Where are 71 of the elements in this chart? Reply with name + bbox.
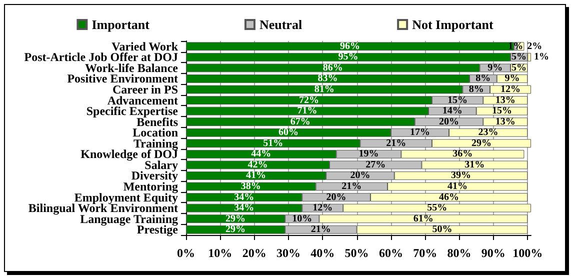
data-label: 23%: [478, 127, 498, 138]
data-label: 60%: [278, 127, 298, 138]
data-label: 10%: [292, 213, 312, 224]
x-tick-label: 20%: [242, 246, 266, 260]
data-label: 96%: [340, 40, 360, 52]
data-label: 14%: [442, 106, 462, 117]
data-label: 5%: [512, 62, 527, 74]
data-label: 50%: [432, 224, 452, 236]
data-label: 9%: [488, 62, 503, 74]
data-label: 21%: [310, 224, 331, 236]
x-tick-label: 100%: [512, 246, 543, 260]
data-label: 42%: [248, 159, 268, 170]
data-label: 1%: [534, 52, 549, 63]
data-label: 72%: [298, 94, 319, 106]
x-tick-label: 80%: [447, 246, 472, 260]
data-label: 8%: [468, 84, 484, 95]
data-label: 12%: [500, 84, 521, 95]
data-label: 13%: [495, 116, 516, 128]
x-tick-label: 0%: [177, 246, 195, 260]
data-label: 61%: [413, 213, 434, 224]
data-label: 34%: [234, 202, 254, 214]
data-label: 36%: [452, 148, 473, 160]
y-tick-label: Location: [132, 126, 178, 140]
data-label: 81%: [314, 84, 334, 95]
data-label: 27%: [366, 159, 386, 170]
legend-label: Important: [92, 17, 150, 32]
data-label: 15%: [448, 94, 468, 106]
data-label: 1%: [508, 40, 524, 52]
x-tick-label: 90%: [481, 246, 506, 260]
data-label: 17%: [410, 127, 430, 138]
data-label: 41%: [448, 181, 468, 192]
data-label: 13%: [495, 94, 516, 106]
data-label: 38%: [240, 181, 261, 192]
data-label: 20%: [350, 170, 370, 182]
data-label: 5%: [512, 52, 527, 63]
data-label: 46%: [439, 192, 460, 203]
data-label: 21%: [342, 181, 362, 192]
data-label: 12%: [312, 202, 333, 214]
y-tick-label: Salary: [144, 158, 178, 172]
data-label: 83%: [318, 73, 338, 84]
data-label: 2%: [527, 40, 542, 52]
legend-label: Not Important: [412, 17, 494, 32]
x-tick-label: 30%: [276, 246, 300, 260]
data-label: 55%: [427, 202, 448, 214]
data-label: 41%: [246, 170, 266, 182]
x-tick-label: 10%: [208, 246, 232, 260]
data-label: 44%: [251, 148, 272, 160]
data-label: 31%: [464, 159, 485, 170]
data-label: 86%: [322, 62, 343, 74]
data-label: 67%: [290, 116, 310, 128]
data-label: 34%: [234, 192, 254, 203]
x-tick-label: 70%: [413, 246, 438, 260]
x-tick-label: 40%: [310, 246, 335, 260]
data-label: 8%: [476, 73, 491, 84]
legend-label: Neutral: [259, 17, 302, 32]
data-label: 19%: [358, 148, 379, 160]
y-tick-label: Language Training: [80, 212, 178, 226]
data-label: 51%: [263, 138, 284, 149]
data-label: 21%: [386, 138, 406, 149]
data-label: 95%: [338, 52, 358, 63]
data-label: 71%: [297, 106, 318, 117]
data-label: 29%: [226, 213, 246, 224]
data-label: 29%: [471, 138, 492, 149]
x-tick-label: 50%: [344, 246, 369, 260]
data-label: 15%: [492, 106, 512, 117]
data-label: 39%: [450, 170, 471, 182]
data-label: 20%: [439, 116, 460, 128]
data-label: 9%: [504, 73, 520, 84]
data-label: 29%: [226, 224, 246, 236]
x-tick-label: 60%: [378, 246, 403, 260]
data-label: 20%: [326, 192, 346, 203]
